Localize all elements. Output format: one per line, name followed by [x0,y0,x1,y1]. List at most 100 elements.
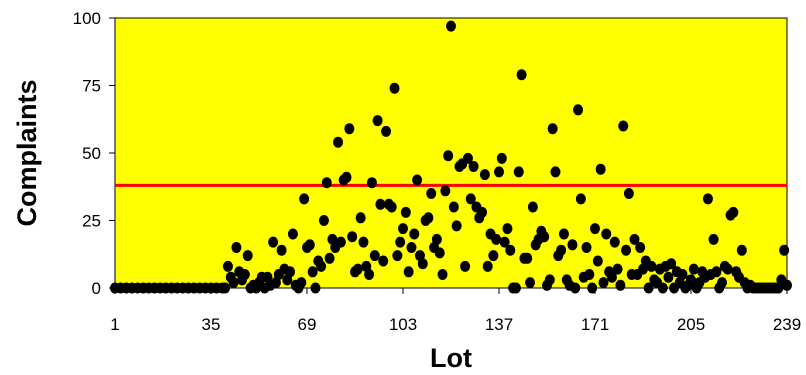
data-point [386,201,397,213]
data-point [615,279,626,291]
data-point [440,185,451,197]
y-tick-label: 25 [82,212,101,231]
data-point [375,198,386,210]
data-point [618,120,629,132]
data-point [711,266,722,278]
data-point [666,258,677,270]
data-point [366,177,377,189]
data-point [324,252,335,264]
data-point [381,125,392,137]
data-point [609,236,620,248]
data-point [231,242,242,253]
data-point [462,152,473,164]
data-point [688,263,699,275]
data-point [403,266,414,278]
data-point [446,20,456,32]
x-axis-ticks: 1 35 69 103 137 171 205 239 [110,288,801,334]
data-point [722,263,733,275]
data-point [355,212,366,224]
data-point [412,174,423,186]
data-point [431,233,442,245]
data-point [513,166,524,178]
data-point [417,258,428,270]
x-tick-label: 171 [581,315,609,334]
data-point [364,269,375,280]
x-tick-label: 205 [677,315,705,334]
data-point [573,104,584,116]
data-point [468,161,479,172]
data-point [426,188,437,199]
data-point [220,282,231,294]
data-point [499,236,510,248]
data-point [779,244,790,256]
data-point [482,260,493,272]
data-point [522,252,533,264]
data-point [378,255,389,267]
data-point [505,244,516,256]
data-point [479,169,490,181]
data-point [736,244,747,256]
data-point [344,123,355,135]
data-point [296,277,307,289]
data-point [285,266,296,278]
data-point [635,242,646,253]
y-axis-ticks: 0 25 50 75 100 [73,9,115,298]
data-point [629,233,640,245]
data-points [110,20,792,294]
data-point [409,228,420,240]
data-point [527,201,538,213]
data-point [708,233,719,245]
data-point [592,255,603,267]
data-point [451,220,462,232]
data-point [434,247,445,259]
x-tick-label: 1 [110,315,119,334]
data-point [276,244,287,256]
data-point [488,250,499,262]
data-point [448,201,459,213]
data-point [268,236,279,248]
data-point [606,271,617,283]
data-point [702,193,713,205]
data-point [657,282,668,294]
data-point [646,260,657,272]
data-point [525,277,536,289]
x-tick-label: 35 [202,315,221,334]
data-point [389,82,400,94]
x-tick-label: 137 [485,315,513,334]
data-point [717,277,728,289]
data-point [570,282,581,294]
y-tick-label: 75 [82,77,101,96]
data-point [496,152,507,164]
data-point [406,242,417,253]
data-point [400,206,411,218]
data-point [423,212,434,224]
data-point [547,123,558,135]
data-point [782,279,792,291]
data-point [558,228,569,240]
x-tick-label: 239 [773,315,801,334]
data-point [544,274,555,286]
y-tick-label: 100 [73,9,101,28]
data-point [460,260,471,272]
data-point [567,239,578,251]
data-point [595,163,606,175]
data-point [299,193,310,205]
data-point [341,171,352,183]
data-point [621,244,632,256]
x-tick-label: 103 [389,315,417,334]
y-tick-label: 0 [92,279,101,298]
data-point [347,231,358,243]
data-point [222,260,233,272]
data-point [502,223,513,235]
data-point [601,228,612,240]
data-point [465,193,476,205]
data-point [316,260,327,272]
data-point [491,233,502,245]
data-point [510,282,521,294]
data-point [728,206,739,218]
data-point [584,269,595,280]
data-point [516,69,527,81]
data-point [242,250,253,262]
data-point [598,277,609,289]
